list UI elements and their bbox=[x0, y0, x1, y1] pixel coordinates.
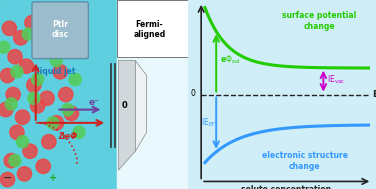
Circle shape bbox=[22, 28, 34, 40]
Circle shape bbox=[36, 159, 50, 174]
Text: $\mathbf{E_F}$: $\mathbf{E_F}$ bbox=[372, 88, 376, 101]
Circle shape bbox=[5, 98, 17, 110]
Bar bbox=[117, 0, 188, 57]
Circle shape bbox=[19, 59, 33, 73]
Bar bbox=[117, 0, 188, 189]
Circle shape bbox=[42, 135, 56, 149]
Circle shape bbox=[17, 136, 29, 148]
Polygon shape bbox=[118, 60, 135, 170]
Circle shape bbox=[0, 41, 10, 53]
Circle shape bbox=[62, 104, 74, 116]
Bar bbox=[0, 0, 117, 189]
Circle shape bbox=[58, 36, 70, 48]
Text: 0: 0 bbox=[191, 89, 196, 98]
Circle shape bbox=[0, 68, 15, 83]
Text: $\rm IE_{EF}$: $\rm IE_{EF}$ bbox=[201, 117, 217, 129]
Circle shape bbox=[73, 126, 85, 138]
Text: ΔeΦ: ΔeΦ bbox=[58, 132, 77, 141]
Circle shape bbox=[69, 73, 81, 85]
Circle shape bbox=[4, 153, 18, 168]
Bar bbox=[188, 0, 376, 189]
Circle shape bbox=[8, 50, 22, 64]
Text: surface potential
change: surface potential change bbox=[282, 11, 357, 31]
Text: e$\Phi_{\rm sol}$: e$\Phi_{\rm sol}$ bbox=[220, 53, 240, 66]
Circle shape bbox=[0, 172, 15, 187]
Circle shape bbox=[11, 66, 23, 78]
Circle shape bbox=[2, 21, 17, 36]
Text: −: − bbox=[3, 173, 12, 183]
Circle shape bbox=[9, 155, 21, 167]
Circle shape bbox=[49, 116, 64, 130]
Text: +: + bbox=[49, 173, 57, 183]
Circle shape bbox=[53, 65, 67, 79]
Circle shape bbox=[27, 78, 41, 92]
Text: electronic structure
change: electronic structure change bbox=[262, 151, 347, 171]
Polygon shape bbox=[135, 60, 147, 151]
Circle shape bbox=[6, 87, 20, 102]
Circle shape bbox=[10, 125, 24, 139]
Circle shape bbox=[32, 73, 44, 85]
Circle shape bbox=[0, 102, 13, 117]
Circle shape bbox=[23, 144, 37, 158]
Circle shape bbox=[14, 31, 28, 45]
Text: Fermi-
aligned: Fermi- aligned bbox=[133, 20, 165, 39]
FancyBboxPatch shape bbox=[32, 2, 88, 59]
Text: PtIr
disc: PtIr disc bbox=[52, 20, 69, 39]
Circle shape bbox=[40, 91, 54, 105]
Text: $\rm IE_{vac}$: $\rm IE_{vac}$ bbox=[327, 74, 345, 86]
Text: 0: 0 bbox=[121, 101, 127, 110]
Circle shape bbox=[30, 99, 45, 113]
Circle shape bbox=[64, 106, 79, 121]
Circle shape bbox=[34, 40, 49, 54]
Circle shape bbox=[59, 87, 73, 102]
Circle shape bbox=[17, 167, 32, 181]
Text: liquid jet: liquid jet bbox=[37, 67, 76, 76]
Circle shape bbox=[50, 54, 62, 67]
Circle shape bbox=[45, 27, 60, 41]
Text: solute concentration: solute concentration bbox=[241, 184, 331, 189]
Circle shape bbox=[15, 110, 30, 124]
Text: e⁻: e⁻ bbox=[89, 98, 99, 107]
Circle shape bbox=[25, 15, 39, 30]
Circle shape bbox=[28, 92, 40, 104]
Circle shape bbox=[47, 117, 59, 129]
Circle shape bbox=[41, 47, 53, 59]
